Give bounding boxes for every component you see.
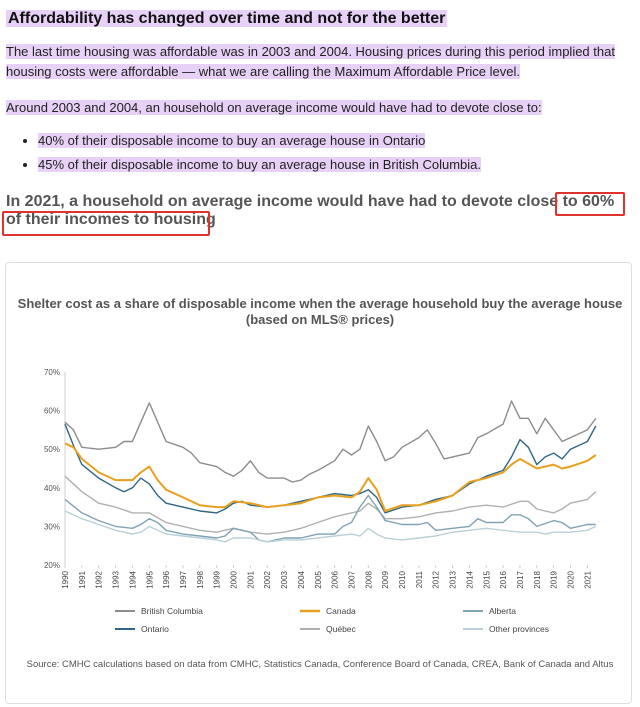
- paragraph-2003-2004: Around 2003 and 2004, an household on av…: [6, 98, 632, 118]
- x-tick-label: 2002: [263, 570, 272, 588]
- paragraph-affordability: The last time housing was affordable was…: [6, 42, 632, 82]
- x-tick-label: 2018: [533, 570, 542, 588]
- annotation-box-60-percent: [555, 192, 625, 216]
- x-tick-label: 1999: [213, 570, 222, 588]
- x-tick-label: 1996: [162, 570, 171, 588]
- series-line-alberta: [64, 494, 596, 543]
- x-tick-label: 2020: [567, 570, 576, 588]
- x-tick-label: 1998: [196, 570, 205, 588]
- section-heading: Affordability has changed over time and …: [6, 8, 632, 30]
- annotation-box-incomes-housing: [2, 211, 210, 236]
- x-tick-label: 2000: [230, 570, 239, 588]
- y-tick-label: 50%: [44, 445, 60, 454]
- y-tick-label: 60%: [44, 407, 60, 416]
- paragraph-2003-2004-text: Around 2003 and 2004, an household on av…: [6, 100, 542, 115]
- x-tick-label: 1997: [179, 570, 188, 588]
- x-tick-label: 2012: [432, 570, 441, 588]
- section-heading-text: Affordability has changed over time and …: [6, 10, 448, 27]
- series-line-british-columbia: [64, 400, 597, 483]
- x-tick-label: 1993: [112, 570, 121, 588]
- x-tick-label: 2010: [398, 570, 407, 588]
- x-tick-label: 2014: [465, 570, 474, 588]
- series-line-canada: [64, 442, 597, 512]
- x-tick-label: 2009: [381, 570, 390, 588]
- legend-label-canada: Canada: [326, 606, 356, 616]
- y-tick-label: 20%: [44, 561, 60, 570]
- x-tick-label: 1992: [95, 570, 104, 588]
- y-tick-label: 30%: [44, 522, 60, 531]
- x-tick-label: 1991: [78, 570, 87, 588]
- chart-source-note: Source: CMHC calculations based on data …: [26, 659, 614, 670]
- x-tick-label: 2007: [347, 570, 356, 588]
- x-tick-label: 2008: [364, 570, 373, 588]
- x-tick-label: 2015: [482, 570, 491, 588]
- chart-card: [5, 262, 632, 704]
- series-line-ontario: [64, 423, 597, 514]
- bullet-british-columbia-text: 45% of their disposable income to buy an…: [38, 157, 481, 172]
- x-tick-label: 2006: [331, 570, 340, 588]
- chart-title: Shelter cost as a share of disposable in…: [17, 296, 623, 327]
- highlight-statement: In 2021, a household on average income w…: [6, 193, 615, 228]
- x-tick-label: 2019: [550, 570, 559, 588]
- legend-label-qu-bec: Québec: [326, 624, 357, 634]
- series-line-qu-bec: [64, 475, 597, 535]
- x-tick-label: 2001: [246, 570, 255, 588]
- series-line-other-provinces: [64, 510, 597, 543]
- x-tick-label: 2013: [449, 570, 458, 588]
- x-tick-label: 1995: [145, 570, 154, 588]
- bullet-british-columbia: 45% of their disposable income to buy an…: [38, 154, 638, 176]
- x-tick-label: 2003: [280, 570, 289, 588]
- x-tick-label: 2021: [583, 570, 592, 588]
- bullet-list: 40% of their disposable income to buy an…: [6, 130, 638, 178]
- legend-label-other-provinces: Other provinces: [489, 624, 549, 634]
- legend-label-alberta: Alberta: [489, 606, 516, 616]
- x-tick-label: 1994: [128, 570, 137, 588]
- x-tick-label: 2004: [297, 570, 306, 588]
- legend-label-british-columbia: British Columbia: [141, 606, 203, 616]
- legend-label-ontario: Ontario: [141, 624, 169, 634]
- x-tick-label: 1990: [61, 570, 70, 588]
- x-tick-label: 2017: [516, 570, 525, 588]
- bullet-ontario-text: 40% of their disposable income to buy an…: [38, 133, 426, 148]
- y-tick-label: 40%: [44, 484, 60, 493]
- x-tick-label: 2016: [499, 570, 508, 588]
- bullet-ontario: 40% of their disposable income to buy an…: [38, 130, 638, 152]
- y-tick-label: 70%: [44, 368, 60, 377]
- x-tick-label: 2011: [415, 570, 424, 588]
- x-tick-label: 2005: [314, 570, 323, 588]
